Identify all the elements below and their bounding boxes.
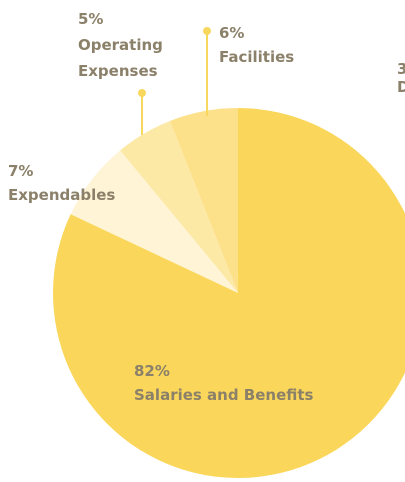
value-label: 82% xyxy=(134,362,170,380)
pie xyxy=(53,108,405,478)
leader-dot xyxy=(203,27,211,35)
category-label: Salaries and Benefits xyxy=(134,386,314,404)
labels: 6% 5% 7% 82% Facilities Operating Expenses Expe… xyxy=(8,10,314,404)
value-label: 5% xyxy=(78,10,103,28)
category-label: Expendables xyxy=(8,186,115,204)
category-label: Operating xyxy=(78,36,163,54)
leader-dot xyxy=(138,89,146,97)
category-label: Facilities xyxy=(219,48,294,66)
slice xyxy=(169,108,238,293)
value-label: 7% xyxy=(8,162,33,180)
slice xyxy=(70,150,238,293)
cut-label: 3 xyxy=(397,60,405,78)
slice xyxy=(120,120,238,293)
value-label: 6% xyxy=(219,24,244,42)
category-label: Expenses xyxy=(78,62,158,80)
slice xyxy=(53,108,405,478)
cut-label: D xyxy=(397,78,405,96)
